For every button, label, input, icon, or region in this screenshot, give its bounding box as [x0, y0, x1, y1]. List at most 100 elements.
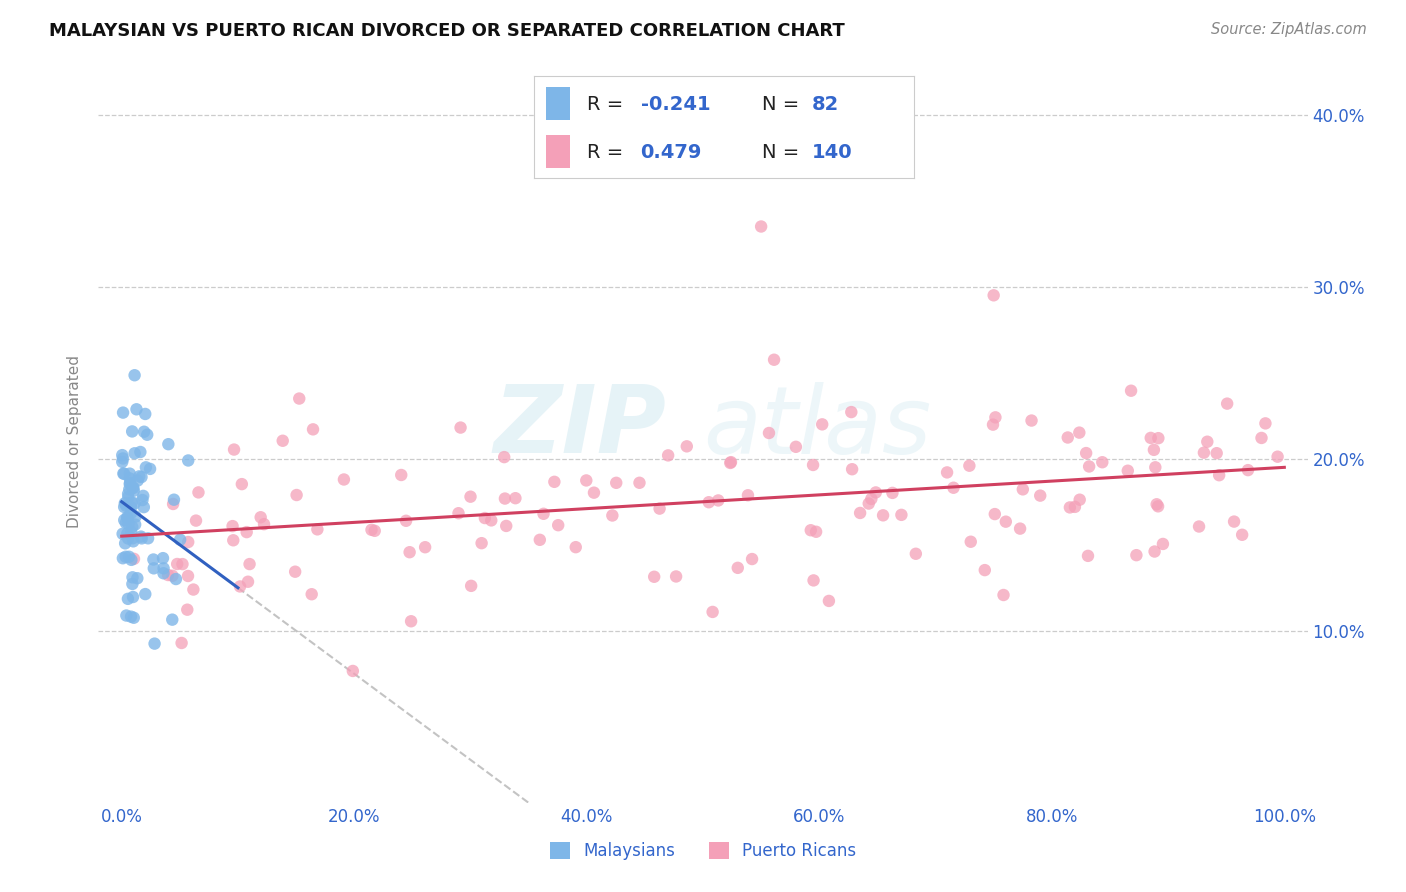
Point	[1119, 384, 1142, 398]
Point	[697, 495, 720, 509]
Point	[131, 470, 153, 484]
Point	[543, 475, 565, 489]
Point	[1077, 549, 1099, 563]
Point	[398, 545, 420, 559]
Point	[118, 549, 141, 564]
Point	[399, 614, 422, 628]
Point	[360, 523, 382, 537]
Point	[125, 402, 148, 417]
Point	[132, 500, 155, 515]
Point	[122, 481, 145, 495]
Point	[184, 514, 207, 528]
Point	[143, 637, 166, 651]
Point	[118, 467, 141, 481]
Point	[602, 508, 624, 523]
Point	[177, 535, 200, 549]
Point	[162, 497, 184, 511]
Point	[1143, 442, 1166, 457]
Point	[136, 531, 159, 545]
Point	[124, 368, 146, 383]
Point	[122, 590, 145, 604]
Text: Source: ZipAtlas.com: Source: ZipAtlas.com	[1211, 22, 1367, 37]
Point	[111, 448, 134, 462]
Point	[187, 485, 209, 500]
Point	[860, 491, 883, 506]
Point	[758, 425, 780, 440]
Point	[172, 557, 194, 571]
Point	[121, 425, 143, 439]
Point	[959, 534, 981, 549]
Point	[122, 611, 145, 625]
Point	[131, 532, 153, 546]
Point	[129, 530, 152, 544]
Point	[122, 552, 145, 566]
Point	[177, 453, 200, 467]
Point	[176, 603, 198, 617]
Point	[271, 434, 294, 448]
Point	[162, 613, 184, 627]
Point	[120, 506, 142, 520]
Point	[890, 508, 912, 522]
Point	[134, 587, 156, 601]
Point	[665, 569, 688, 583]
Point	[1010, 522, 1032, 536]
Point	[129, 445, 152, 459]
Point	[238, 557, 260, 571]
Bar	[546, 136, 571, 168]
Point	[1254, 417, 1277, 431]
Point	[285, 488, 308, 502]
Point	[163, 492, 186, 507]
Point	[236, 574, 259, 589]
Point	[127, 474, 149, 488]
Point	[648, 501, 671, 516]
Point	[983, 288, 1005, 302]
Point	[1152, 537, 1174, 551]
Point	[529, 533, 551, 547]
Point	[120, 553, 142, 567]
Point	[117, 516, 139, 531]
Point	[124, 496, 146, 510]
Point	[841, 462, 863, 476]
Point	[865, 485, 887, 500]
Point	[112, 406, 135, 420]
Text: N =: N =	[762, 95, 806, 114]
Point	[333, 473, 356, 487]
Point	[131, 493, 153, 508]
Point	[413, 540, 436, 554]
Point	[169, 533, 191, 547]
Point	[1267, 450, 1289, 464]
Text: R =: R =	[588, 144, 630, 162]
Point	[1091, 455, 1114, 469]
Point	[471, 536, 494, 550]
Point	[872, 508, 894, 523]
Point	[942, 481, 965, 495]
Point	[152, 561, 174, 575]
Point	[231, 477, 253, 491]
Point	[973, 563, 995, 577]
Point	[120, 500, 142, 515]
Point	[120, 525, 142, 540]
Point	[981, 417, 1004, 432]
Point	[111, 526, 134, 541]
Text: atlas: atlas	[703, 382, 931, 473]
Point	[139, 462, 162, 476]
Point	[117, 532, 139, 546]
Point	[450, 420, 472, 434]
Point	[643, 570, 665, 584]
Point	[1069, 492, 1091, 507]
Point	[389, 468, 412, 483]
Point	[117, 591, 139, 606]
Point	[127, 571, 149, 585]
Point	[117, 490, 139, 504]
Point	[121, 531, 143, 545]
Point	[115, 516, 138, 530]
Point	[737, 488, 759, 502]
Point	[121, 577, 143, 591]
Point	[165, 572, 187, 586]
Point	[936, 466, 959, 480]
Point	[984, 507, 1007, 521]
Point	[904, 547, 927, 561]
Point	[811, 417, 834, 432]
Point	[1056, 430, 1078, 444]
Point	[166, 557, 188, 571]
